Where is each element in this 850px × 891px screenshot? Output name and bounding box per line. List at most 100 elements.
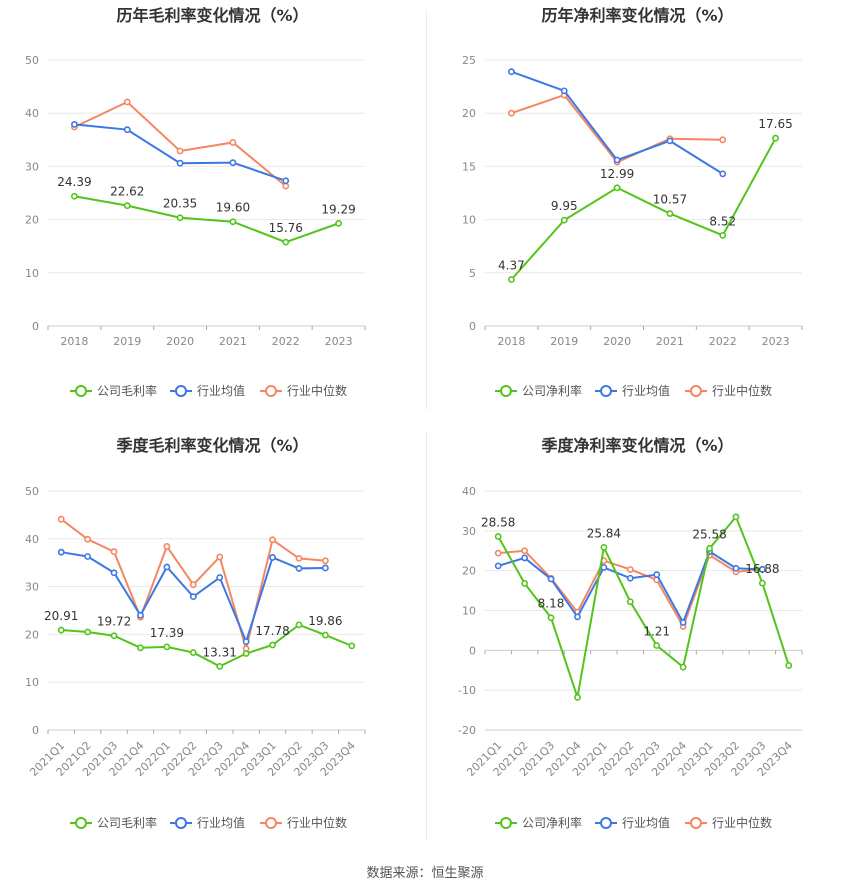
- data-source-note: 数据来源：恒生聚源: [366, 866, 484, 881]
- data-point: [508, 109, 515, 117]
- data-point: [679, 663, 687, 671]
- legend-marker: [500, 817, 512, 829]
- data-point: [732, 564, 740, 572]
- data-point: [137, 644, 144, 652]
- data-point: [269, 641, 276, 649]
- y-tick-label: 15: [462, 160, 476, 173]
- legend-label: 行业均值: [622, 383, 670, 398]
- chart-title: 季度净利率变化情况（%）: [540, 436, 733, 455]
- x-tick-label: 2022: [272, 335, 300, 348]
- y-tick-label: 10: [25, 676, 39, 689]
- data-point: [626, 566, 634, 573]
- data-point: [229, 159, 237, 167]
- data-point: [574, 613, 581, 621]
- data-point: [508, 276, 515, 283]
- x-tick-label: 2019: [550, 335, 578, 348]
- data-label: 10.57: [653, 193, 687, 207]
- legend-label: 公司毛利率: [97, 383, 157, 398]
- chart-annual-net-margin: 历年净利率变化情况（%） 0 5 10 15 20 25 2018 2019 2020 2021 20…: [425, 0, 850, 410]
- series-line: [73, 100, 287, 187]
- data-label: 13.31: [203, 645, 237, 659]
- data-point: [494, 562, 502, 570]
- data-label: 19.72: [97, 615, 131, 629]
- data-point: [282, 182, 290, 190]
- data-point: [600, 564, 608, 571]
- chart-quarterly-gross-margin: 季度毛利率变化情况（%） 0 10 20 30 40 50 2021Q1 2021Q2 2021Q…: [0, 430, 425, 850]
- y-tick-label: 40: [25, 107, 39, 120]
- data-point: [57, 626, 65, 634]
- data-label: 19.86: [308, 614, 342, 628]
- legend-marker: [600, 817, 612, 829]
- data-point: [282, 238, 290, 246]
- data-point: [295, 621, 303, 629]
- x-tick-label: 2021: [656, 335, 684, 348]
- data-point: [666, 137, 674, 145]
- data-point: [216, 662, 224, 670]
- data-point: [229, 139, 237, 146]
- data-label: 22.62: [110, 185, 144, 199]
- data-point: [653, 642, 661, 649]
- data-label: 20.35: [163, 197, 197, 211]
- y-tick-label: 10: [462, 605, 476, 618]
- series-line: [497, 550, 763, 625]
- data-label: 4.37: [498, 259, 525, 273]
- data-point: [626, 598, 634, 606]
- data-point: [189, 649, 197, 656]
- data-label: 1.21: [643, 625, 670, 639]
- x-tick-label: 2018: [497, 335, 525, 348]
- x-tick-label: 2021: [219, 335, 247, 348]
- data-point: [521, 554, 529, 562]
- data-point: [719, 136, 727, 144]
- data-point: [321, 564, 329, 572]
- x-tick-label: 2023: [325, 335, 353, 348]
- chart-svg: 历年净利率变化情况（%） 0 5 10 15 20 25 2018 2019 2020 2021 20…: [462, 6, 803, 398]
- data-label: 19.29: [321, 202, 355, 216]
- legend-marker: [75, 385, 87, 397]
- data-point: [84, 628, 92, 636]
- data-point: [600, 544, 608, 551]
- series-line: [510, 137, 777, 281]
- chart-svg: 季度毛利率变化情况（%）010203040502021Q12021Q22021Q…: [25, 436, 366, 830]
- chart-svg: 历年毛利率变化情况（%） 0 10 20 30 40 50 2018 2019 2020 2021 2…: [25, 6, 366, 398]
- legend-label: 行业均值: [197, 383, 245, 398]
- data-point: [560, 216, 568, 224]
- data-point: [574, 693, 581, 701]
- data-label: 12.99: [600, 167, 634, 181]
- data-point: [613, 156, 621, 164]
- legend-label: 行业均值: [197, 815, 245, 830]
- data-point: [110, 569, 118, 577]
- legend-label: 行业中位数: [712, 815, 772, 830]
- data-point: [785, 662, 793, 669]
- data-point: [321, 557, 329, 565]
- legend-label: 公司毛利率: [97, 815, 157, 830]
- y-tick-label: -20: [458, 724, 476, 737]
- series-line: [498, 549, 763, 629]
- legend-label: 公司净利率: [522, 383, 582, 398]
- data-point: [137, 611, 144, 619]
- data-point: [732, 513, 740, 521]
- y-tick-label: 0: [32, 320, 39, 333]
- x-tick-label: 2023: [762, 335, 790, 348]
- data-label: 25.84: [587, 526, 621, 540]
- y-tick-label: 25: [462, 54, 476, 67]
- legend-marker: [690, 817, 702, 829]
- y-tick-label: 30: [25, 160, 39, 173]
- data-point: [626, 574, 634, 582]
- data-point: [560, 87, 568, 95]
- data-label: 20.91: [44, 609, 78, 623]
- data-point: [242, 650, 250, 657]
- data-label: 8.52: [709, 214, 736, 228]
- legend-label: 行业中位数: [287, 815, 347, 830]
- data-point: [547, 614, 555, 622]
- y-tick-label: 0: [469, 644, 476, 657]
- legend-marker: [175, 817, 187, 829]
- data-point: [163, 543, 171, 550]
- data-label: 17.78: [255, 624, 289, 638]
- legend-marker: [175, 385, 187, 397]
- legend-marker: [690, 385, 702, 397]
- data-point: [242, 638, 250, 645]
- data-point: [110, 548, 118, 556]
- series-line: [497, 514, 790, 698]
- y-tick-label: 20: [462, 107, 476, 120]
- data-point: [57, 515, 65, 523]
